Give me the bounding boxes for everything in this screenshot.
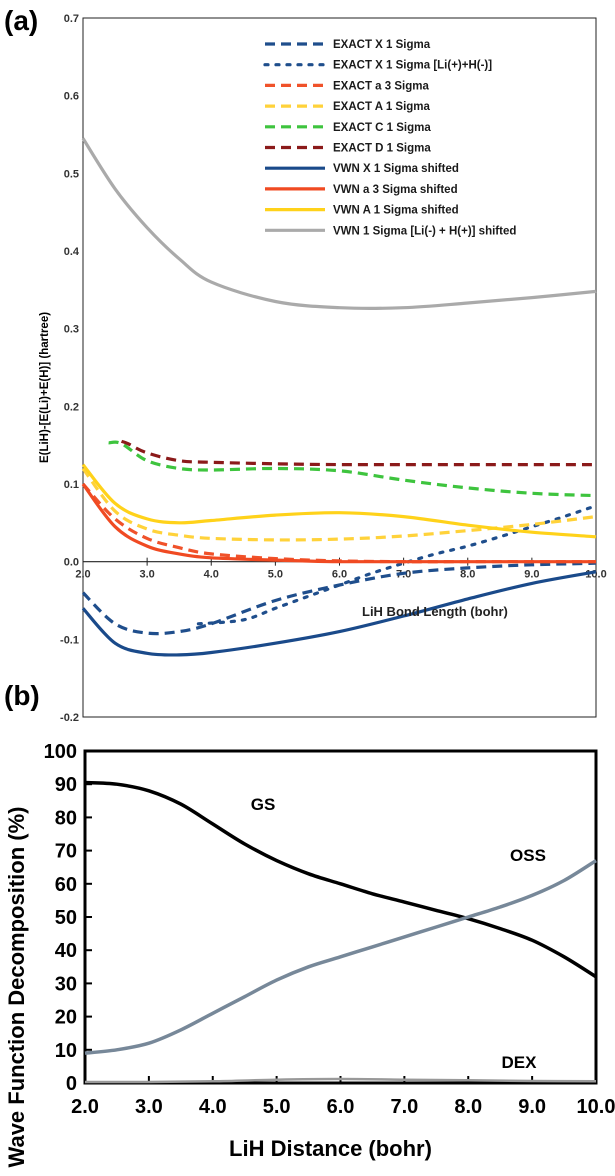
panel-a-series — [81, 137, 598, 657]
panel-b-y-tick-label: 60 — [55, 874, 77, 896]
panel-b-x-tick-label: 2.0 — [71, 1096, 99, 1118]
panel-b-x-tick-label: 6.0 — [327, 1096, 355, 1118]
panel-a-legend-label: EXACT A 1 Sigma — [333, 101, 431, 113]
panel-a-y-tick-label: 0.7 — [64, 13, 79, 25]
panel-a-label: (a) — [4, 5, 38, 36]
panel-a-y-tick-label: 0.2 — [64, 401, 79, 413]
panel-b-y-tick-label: 30 — [55, 973, 77, 995]
panel-a-x-tick-label: 6.0 — [332, 569, 347, 581]
panel-b-plot-frame — [83, 749, 598, 1085]
panel-a-x-tick-label: 3.0 — [139, 569, 154, 581]
panel-a-y-ticks: -0.2 -0.1 0.0 0.1 0.2 0.3 0.4 0.5 0.6 0.7 — [60, 13, 80, 724]
panel-b-y-tick-label: 70 — [55, 841, 77, 863]
panel-b-x-tick-label: 4.0 — [199, 1096, 227, 1118]
panel-a-y-tick-label: -0.1 — [60, 634, 79, 646]
panel-a-x-tick-label: 5.0 — [268, 569, 283, 581]
panel-b-x-tick-label: 3.0 — [135, 1096, 163, 1118]
panel-a-x-tick-label: 9.0 — [524, 569, 539, 581]
panel-b-y-tick-label: 90 — [55, 774, 77, 796]
panel-b-series-line-gs — [84, 780, 597, 979]
panel-a-legend-label: VWN 1 Sigma [Li(-) + H(+)] shifted — [333, 225, 516, 237]
panel-a-legend: EXACT X 1 Sigma EXACT X 1 Sigma [Li(+)+H(… — [263, 39, 516, 237]
panel-a-legend-label: EXACT X 1 Sigma [Li(+)+H(-)] — [333, 60, 492, 72]
panel-b-y-ticks: 0 10 20 30 40 50 60 70 80 90 100 — [44, 741, 92, 1095]
panel-a-y-axis-label: E(LiH)-[E(Li)+E(H)] (hartree) — [39, 312, 51, 463]
panel-a-legend-label: VWN A 1 Sigma shifted — [333, 205, 459, 217]
panel-a-y-tick-label: 0.1 — [64, 479, 79, 491]
panel-a-series-line-exact-a-1-sigma — [81, 467, 597, 542]
panel-a-x-ticks: 2.0 3.0 4.0 5.0 6.0 7.0 8.0 9.0 10.0 — [75, 557, 607, 581]
panel-a-legend-label: EXACT X 1 Sigma — [333, 39, 431, 51]
panel-b-annotations: GS OSS DEX — [251, 795, 546, 1072]
panel-a-x-tick-label: 4.0 — [204, 569, 219, 581]
panel-a-series-line-vwn-x-1-sigma-shifted — [81, 570, 597, 657]
panel-b-y-tick-label: 40 — [55, 940, 77, 962]
panel-a-legend-label: VWN X 1 Sigma shifted — [333, 163, 459, 175]
panel-a-y-tick-label: 0.6 — [64, 91, 79, 103]
panel-a-series-line-exact-d-1-sigma — [120, 439, 596, 467]
panel-b-x-tick-label: 7.0 — [390, 1096, 418, 1118]
panel-b-annotation-oss: OSS — [510, 846, 546, 865]
panel-b-y-axis-label: Wave Function Decomposition (%) — [4, 807, 29, 1168]
panel-b-y-tick-label: 20 — [55, 1007, 77, 1029]
panel-b-label: (b) — [4, 680, 40, 711]
panel-a-series-line-vwn-a-3-sigma-shifted — [81, 483, 596, 564]
panel-a-series-line-vwn-1-sigma-li-h-shifted — [81, 137, 597, 310]
panel-b-annotation-dex: DEX — [502, 1053, 538, 1072]
panel-a-series-line-vwn-a-1-sigma-shifted — [81, 463, 597, 539]
panel-a-series-line-exact-c-1-sigma — [108, 440, 597, 498]
panel-a-series-line-exact-x-1-sigma-li-h — [196, 504, 598, 626]
panel-a-legend-label: VWN a 3 Sigma shifted — [333, 184, 458, 196]
panel-b-y-tick-label: 0 — [66, 1073, 77, 1095]
panel-b-x-tick-label: 9.0 — [518, 1096, 546, 1118]
panel-a-x-tick-label: 2.0 — [75, 569, 90, 581]
panel-b-series-line-dex — [84, 1077, 597, 1084]
panel-b-x-tick-label: 5.0 — [263, 1096, 291, 1118]
panel-b-y-tick-label: 50 — [55, 907, 77, 929]
panel-b-annotation-gs: GS — [251, 795, 276, 814]
panel-a-legend-label: EXACT a 3 Sigma — [333, 80, 429, 92]
panel-b-y-tick-label: 10 — [55, 1040, 77, 1062]
panel-b-series-line-oss — [84, 859, 597, 1055]
panel-a-series-line-exact-a-3-sigma — [81, 482, 596, 564]
panel-a-y-tick-label: 0.0 — [64, 557, 79, 569]
panel-a-series-line-exact-x-1-sigma — [81, 561, 597, 636]
panel-a-legend-label: EXACT C 1 Sigma — [333, 122, 431, 134]
panel-a-x-tick-label: 8.0 — [460, 569, 475, 581]
panel-a-y-tick-label: 0.5 — [64, 168, 79, 180]
panel-a-plot-frame — [82, 17, 597, 718]
panel-a-y-tick-label: 0.4 — [64, 246, 80, 258]
panel-a: (a) -0.2 -0.1 0.0 0.1 0.2 0.3 0.4 0.5 0.6 0.7 2.0… — [4, 5, 607, 724]
panel-a-y-tick-label: 0.3 — [64, 324, 79, 336]
panel-b-x-tick-label: 10.0 — [577, 1096, 615, 1118]
panel-a-x-axis-label: LiH Bond Length (bohr) — [362, 604, 508, 619]
panel-b: (b) 0 10 20 30 40 50 60 70 80 90 100 2.0 3.0 4.0 5.0 6… — [4, 680, 615, 1167]
panel-b-x-ticks: 2.0 3.0 4.0 5.0 6.0 7.0 8.0 9.0 10.0 — [71, 1076, 615, 1118]
panel-b-series — [84, 780, 597, 1084]
panel-a-legend-label: EXACT D 1 Sigma — [333, 143, 431, 155]
panel-b-x-axis-label: LiH Distance (bohr) — [229, 1136, 432, 1161]
panel-a-y-tick-label: -0.2 — [60, 712, 79, 724]
panel-b-y-tick-label: 100 — [44, 741, 77, 763]
panel-b-y-tick-label: 80 — [55, 807, 77, 829]
panel-b-x-tick-label: 8.0 — [454, 1096, 482, 1118]
